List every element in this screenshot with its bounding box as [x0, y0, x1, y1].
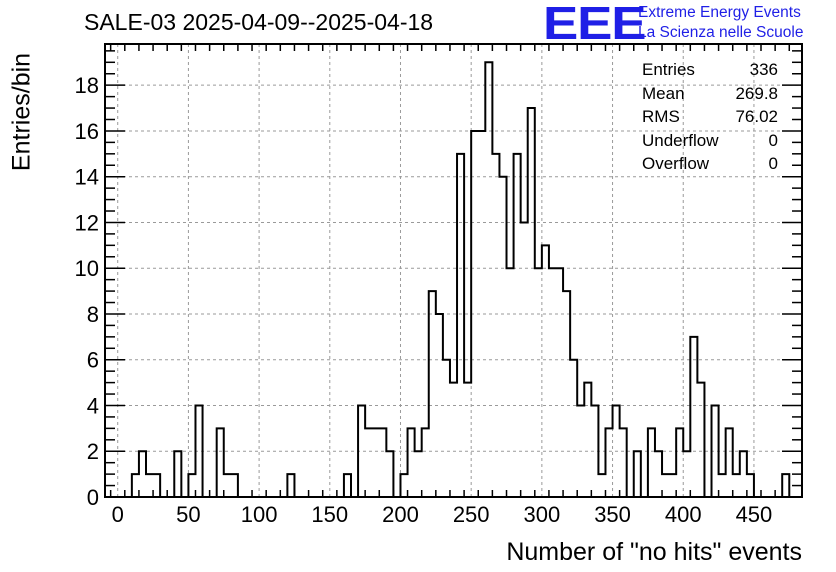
stat-mean: Mean 269.8 [642, 82, 778, 106]
stat-value: 269.8 [735, 83, 778, 103]
x-tick-label: 400 [665, 502, 702, 527]
x-tick-label: 150 [311, 502, 348, 527]
x-tick-label: 450 [736, 502, 773, 527]
x-tick-label: 100 [241, 502, 278, 527]
stat-underflow: Underflow 0 [642, 129, 778, 153]
stat-rms: RMS 76.02 [642, 105, 778, 129]
x-tick-label: 200 [382, 502, 419, 527]
stat-value: 0 [768, 130, 778, 150]
x-tick-label: 300 [524, 502, 561, 527]
y-tick-label: 4 [87, 393, 99, 418]
y-tick-label: 2 [87, 439, 99, 464]
stat-label: Entries [642, 60, 695, 79]
x-axis-label: Number of "no hits" events [506, 538, 802, 566]
plot-frame [104, 43, 803, 498]
x-tick-labels: 0 50 100 150 200 250 300 350 400 450 [112, 502, 773, 527]
logo-line-1: Extreme Energy Events [638, 4, 801, 21]
x-tick-label: 0 [112, 502, 124, 527]
chart-title: SALE-03 2025-04-09--2025-04-18 [84, 9, 434, 35]
stat-value: 336 [749, 60, 778, 79]
y-tick-label: 8 [87, 302, 99, 327]
axis-ticks [105, 44, 802, 497]
y-tick-label: 0 [87, 485, 99, 510]
y-tick-label: 16 [75, 119, 99, 144]
y-tick-label: 14 [75, 165, 99, 190]
stat-label: Mean [642, 83, 685, 103]
x-tick-label: 50 [176, 502, 200, 527]
grid-lines [105, 44, 802, 497]
histogram-outline [124, 61, 791, 498]
x-tick-label: 250 [453, 502, 490, 527]
y-tick-label: 6 [87, 348, 99, 373]
stat-overflow: Overflow 0 [642, 152, 778, 176]
y-tick-labels: 0 2 4 6 8 10 12 14 16 18 [75, 73, 99, 510]
stat-value: 76.02 [735, 107, 778, 127]
eee-logo: EEE [543, 0, 647, 49]
stat-value: 0 [768, 154, 778, 174]
stat-label: Underflow [642, 130, 719, 150]
logo-line-2: La Scienza nelle Scuole [638, 24, 804, 41]
stat-entries: Entries 336 [642, 58, 778, 82]
stat-label: RMS [642, 107, 680, 127]
stat-label: Overflow [642, 154, 710, 174]
stats-box: Entries 336 Mean 269.8 RMS 76.02 Underfl… [642, 58, 778, 176]
y-axis-label: Entries/bin [7, 52, 36, 172]
y-tick-label: 18 [75, 73, 99, 98]
y-tick-label: 10 [75, 256, 99, 281]
y-tick-label: 12 [75, 210, 99, 235]
x-tick-label: 350 [594, 502, 631, 527]
